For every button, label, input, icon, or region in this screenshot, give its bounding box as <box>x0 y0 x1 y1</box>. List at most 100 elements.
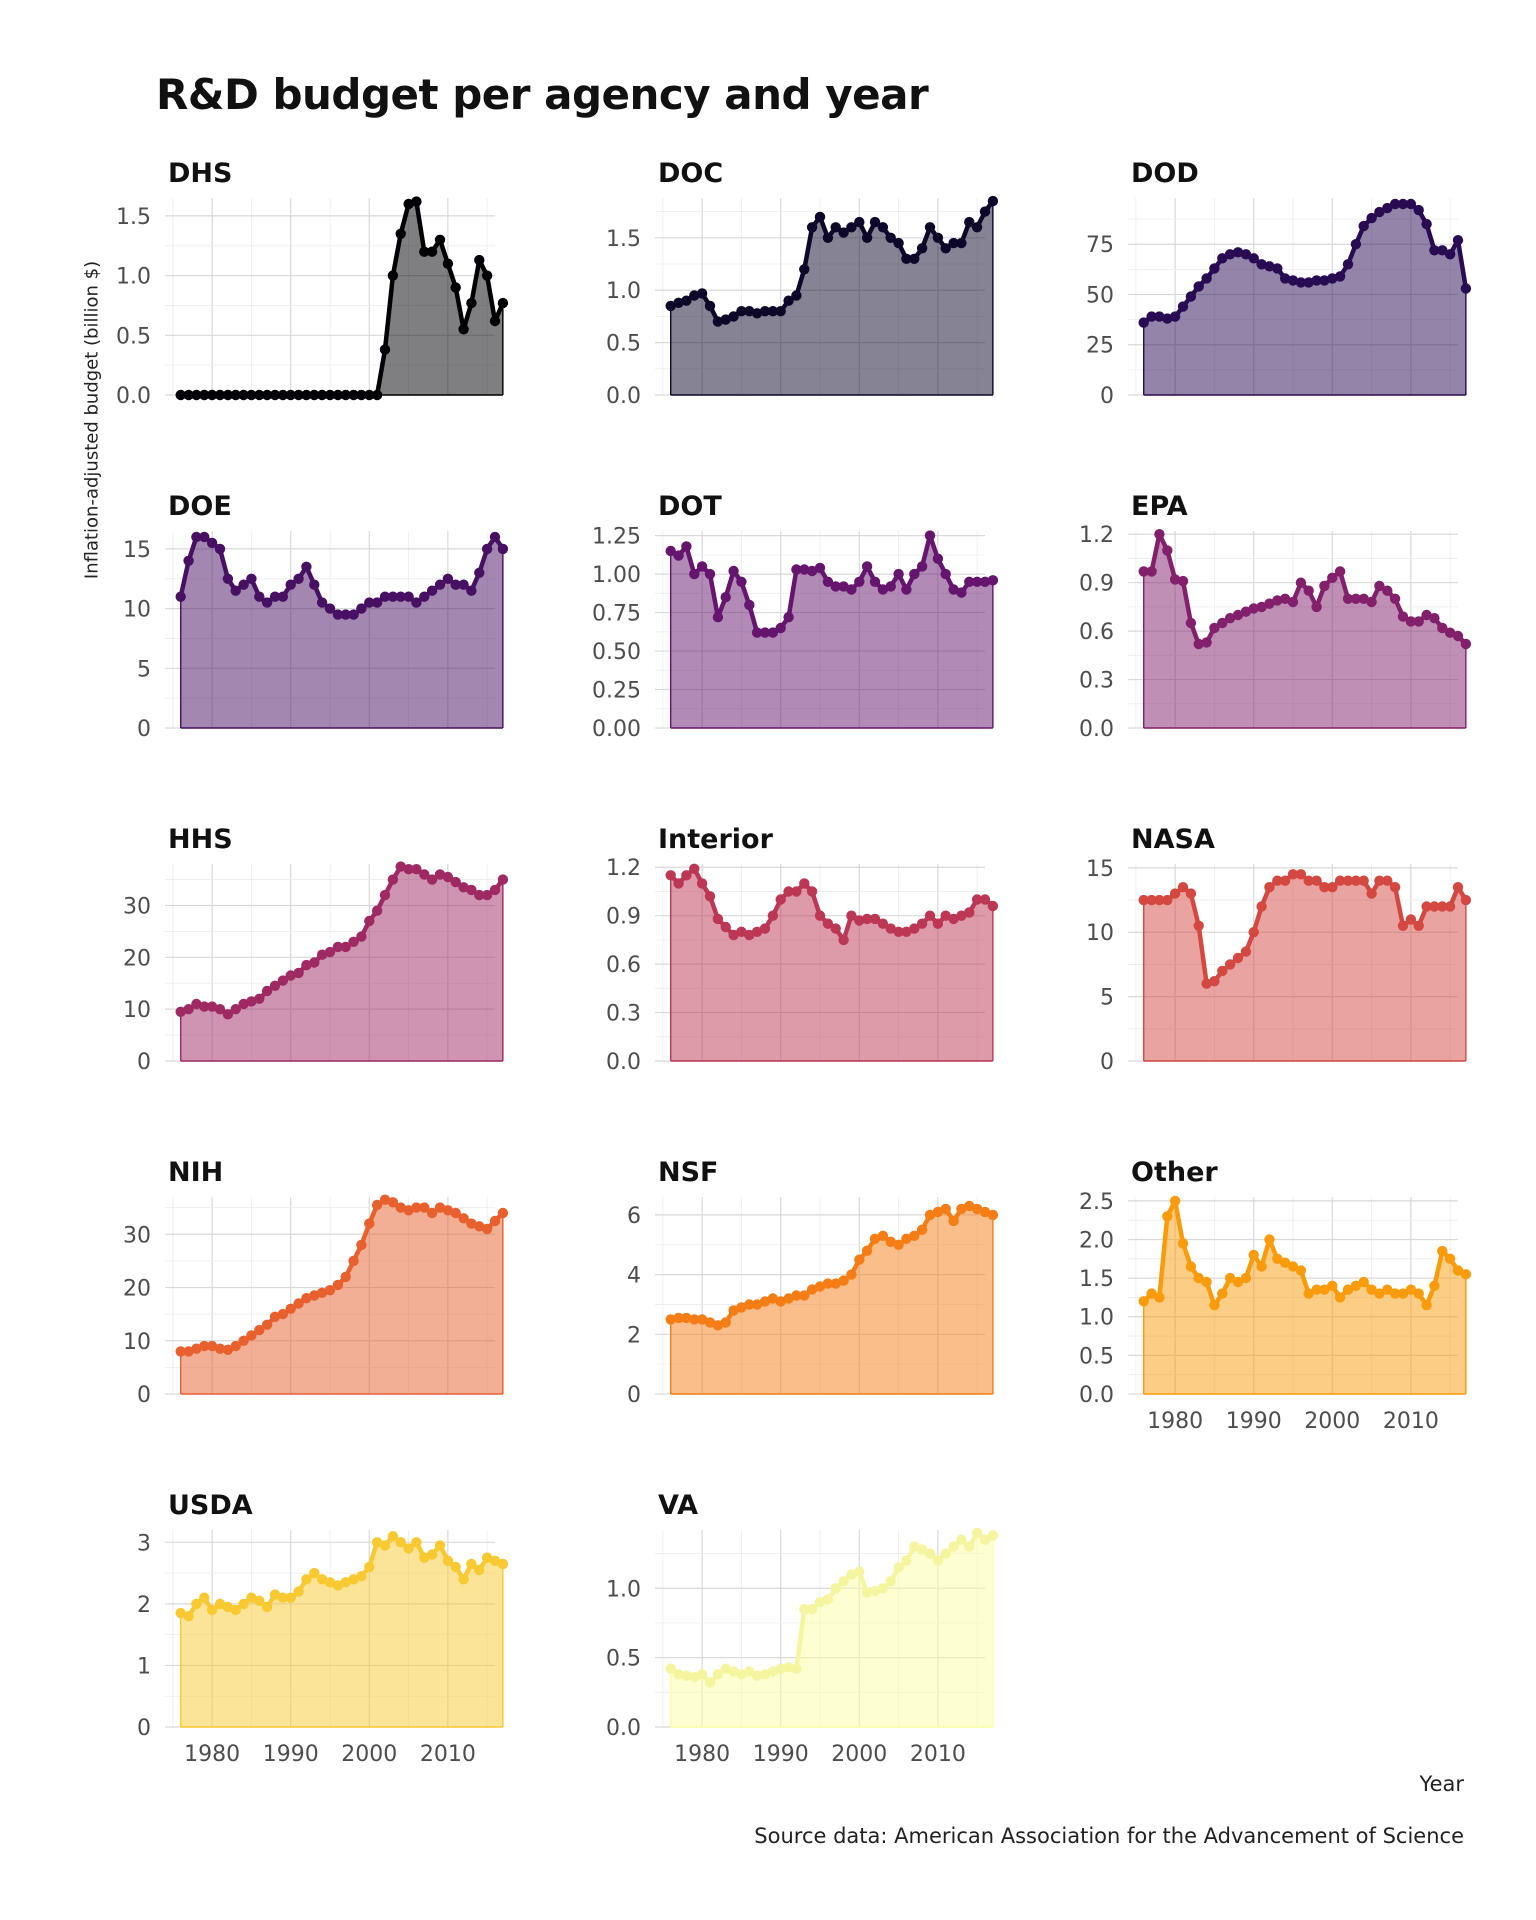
data-point <box>246 996 257 1007</box>
data-point <box>869 913 881 925</box>
data-point <box>901 926 912 937</box>
data-point <box>673 878 684 889</box>
data-point <box>1295 1265 1307 1276</box>
data-point <box>673 297 684 308</box>
data-point <box>261 389 273 401</box>
data-point <box>1217 617 1228 629</box>
y-tick-label: 2 <box>627 1323 641 1348</box>
data-point <box>1138 317 1149 328</box>
data-point <box>277 1592 289 1603</box>
data-point <box>1256 259 1267 270</box>
data-point <box>948 584 959 595</box>
data-point <box>979 894 991 905</box>
data-point <box>191 998 202 1010</box>
data-point <box>1319 882 1330 893</box>
y-tick-label: 0.6 <box>1079 620 1114 645</box>
data-point <box>293 1586 304 1597</box>
data-point <box>979 206 991 217</box>
data-point <box>403 591 414 602</box>
data-point <box>1374 206 1385 218</box>
data-point <box>1287 596 1299 608</box>
data-point <box>822 232 834 243</box>
data-point <box>1460 894 1472 906</box>
data-point <box>665 870 676 881</box>
data-point <box>775 306 786 317</box>
data-point <box>191 1343 202 1354</box>
data-point <box>1240 1272 1252 1284</box>
data-point <box>254 1595 265 1607</box>
x-tick-label: 2010 <box>1383 1409 1439 1434</box>
area-va <box>670 1532 993 1727</box>
data-point <box>481 1552 493 1563</box>
y-tick-label: 10 <box>1086 921 1114 946</box>
data-point <box>1389 882 1401 893</box>
data-point <box>1256 601 1267 613</box>
data-point <box>1201 273 1212 284</box>
data-point <box>1209 622 1220 634</box>
data-point <box>301 389 312 401</box>
data-point <box>1154 311 1165 322</box>
data-point <box>1327 572 1338 583</box>
data-point <box>324 1285 336 1296</box>
data-point <box>877 1230 889 1242</box>
data-point <box>1389 593 1401 604</box>
data-point <box>932 1206 944 1218</box>
x-tick-label: 1980 <box>184 1742 240 1767</box>
data-point <box>822 576 834 587</box>
data-point <box>799 564 810 575</box>
data-point <box>450 579 461 590</box>
data-point <box>1224 959 1236 970</box>
x-tick-label: 1980 <box>674 1742 730 1767</box>
data-point <box>1279 1257 1291 1268</box>
data-point <box>450 282 461 293</box>
data-point <box>1232 609 1244 621</box>
data-point <box>665 545 676 557</box>
data-point <box>830 923 841 934</box>
data-point <box>395 1537 406 1548</box>
panel-doc: DOC 0.0 0.5 1.0 1.5 <box>606 158 999 409</box>
data-point <box>458 579 469 590</box>
y-tick-label: 0.0 <box>606 384 641 409</box>
data-point <box>814 562 826 574</box>
data-point <box>497 874 509 885</box>
data-point <box>379 889 391 901</box>
data-point <box>199 1592 210 1603</box>
area-usda <box>180 1536 503 1727</box>
data-point <box>924 910 936 921</box>
data-point <box>728 565 739 577</box>
data-point <box>759 923 771 934</box>
data-point <box>254 993 265 1004</box>
data-point <box>230 585 241 596</box>
data-point <box>332 609 344 620</box>
panel-title-nsf: NSF <box>658 1157 719 1188</box>
data-point <box>924 530 936 541</box>
data-point <box>1437 1245 1448 1257</box>
data-point <box>1397 198 1409 210</box>
data-point <box>791 1663 802 1674</box>
data-point <box>1397 611 1409 622</box>
data-point <box>230 1604 241 1616</box>
data-point <box>497 297 509 309</box>
data-point <box>1342 1284 1354 1295</box>
data-point <box>348 1255 359 1267</box>
data-point <box>1295 869 1307 880</box>
y-tick-label: 2.0 <box>1079 1228 1114 1253</box>
data-point <box>869 1233 881 1245</box>
data-point <box>411 1537 422 1548</box>
data-point <box>806 1284 818 1295</box>
x-tick-label: 1980 <box>1147 1409 1203 1434</box>
y-tick-label: 1.5 <box>1079 1267 1114 1292</box>
data-point <box>1201 1276 1212 1288</box>
data-point <box>309 579 320 590</box>
panel-interior: Interior 0.0 0.3 0.6 0.9 1.2 <box>606 824 999 1075</box>
data-point <box>744 1666 755 1677</box>
data-point <box>403 864 414 875</box>
data-point <box>277 1308 289 1320</box>
data-point <box>885 923 896 934</box>
y-tick-label: 0.0 <box>606 1716 641 1741</box>
y-tick-label: 6 <box>627 1204 641 1229</box>
data-point <box>481 1223 493 1235</box>
data-point <box>458 882 469 893</box>
data-point <box>814 910 826 921</box>
data-point <box>466 884 477 896</box>
